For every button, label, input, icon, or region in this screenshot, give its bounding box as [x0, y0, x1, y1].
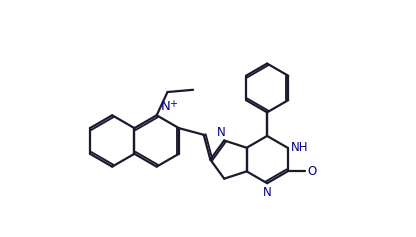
Text: O: O	[307, 165, 317, 178]
Text: N: N	[160, 100, 170, 114]
Text: +: +	[168, 99, 176, 109]
Text: NH: NH	[291, 141, 309, 154]
Text: N: N	[263, 186, 272, 199]
Text: N: N	[217, 126, 226, 139]
